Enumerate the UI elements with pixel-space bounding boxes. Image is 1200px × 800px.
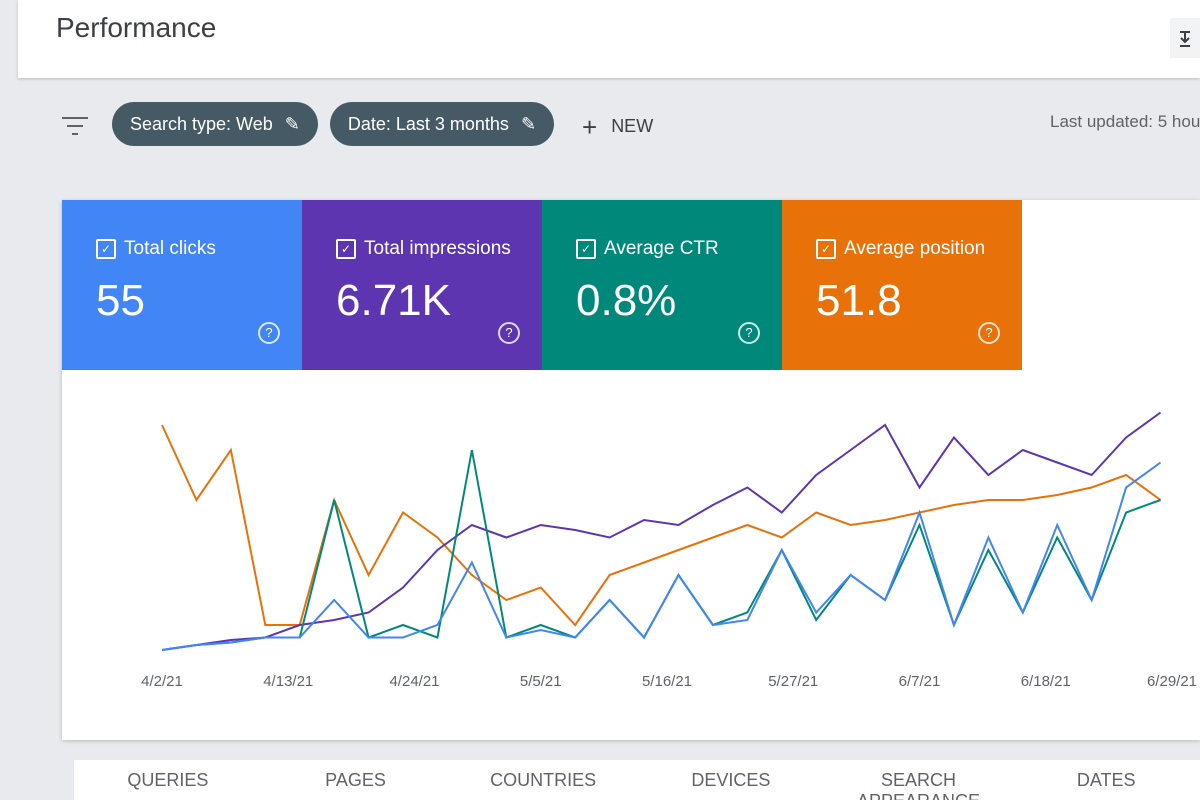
x-tick-label: 5/27/21 xyxy=(768,673,818,690)
checkbox: ✓ xyxy=(96,239,116,259)
checkbox: ✓ xyxy=(336,239,356,259)
scorecard[interactable]: ✓ Average position 51.8? xyxy=(782,200,1022,370)
x-tick-label: 6/7/21 xyxy=(899,673,941,690)
performance-card: 4/2/21 4/13/21 4/24/21 5/5/21 5/16/21 5/27/21… xyxy=(62,200,1200,740)
series-line xyxy=(161,449,1161,651)
checkbox: ✓ xyxy=(816,239,836,259)
scorecard-label: Average CTR xyxy=(604,238,719,259)
series-line xyxy=(161,411,1162,651)
scorecard[interactable]: ✓ Total impressions 6.71K? xyxy=(302,200,542,370)
page-title: Performance xyxy=(56,12,217,43)
tab[interactable]: SEARCH APPEARANCE xyxy=(857,770,980,800)
help-icon: ? xyxy=(738,322,760,344)
filter-icon[interactable] xyxy=(60,114,90,138)
filter-chip[interactable]: Search type: Web ✎ xyxy=(112,102,318,146)
x-tick-label: 4/2/21 xyxy=(141,673,183,690)
scorecard[interactable]: ✓ Total clicks 55? xyxy=(62,200,302,370)
chart: 4/2/21 4/13/21 4/24/21 5/5/21 5/16/21 5/27/21… xyxy=(141,411,1197,690)
x-tick-label: 5/16/21 xyxy=(642,673,692,690)
new-label: NEW xyxy=(611,116,654,136)
scorecard-label-row: ✓ Total impressions xyxy=(336,238,542,260)
tabs: QUERIES PAGES COUNTRIES DEVICES SEARCH APPEA… xyxy=(74,760,1200,800)
x-tick-label: 4/13/21 xyxy=(263,673,313,690)
edit-icon: ✎ xyxy=(520,114,537,134)
scorecard[interactable]: ✓ Average CTR 0.8%? xyxy=(542,200,782,370)
scorecard-value: 55 xyxy=(96,276,145,325)
x-tick-label: 6/29/21 xyxy=(1147,673,1197,690)
last-updated: Last updated: 5 hours ago xyxy=(1050,112,1200,131)
tab[interactable]: COUNTRIES xyxy=(490,770,597,790)
tab[interactable]: QUERIES xyxy=(127,770,209,790)
filter-bar: Search type: Web ✎ Date: Last 3 months ✎ + N… xyxy=(0,90,1200,170)
tab[interactable]: DEVICES xyxy=(691,770,771,790)
scorecard-label-row: ✓ Average CTR xyxy=(576,238,782,260)
scorecard-value: 6.71K xyxy=(336,276,451,325)
filter-chip[interactable]: Date: Last 3 months ✎ xyxy=(329,102,555,146)
plus-icon: + xyxy=(582,112,598,142)
scorecard-label: Total clicks xyxy=(124,238,216,259)
tab[interactable]: PAGES xyxy=(325,770,386,790)
download-icon xyxy=(1180,31,1190,47)
new-filter-button[interactable]: + NEW xyxy=(582,112,653,143)
scorecards: ✓ Total clicks 55? ✓ Total impressions 6.71K?… xyxy=(62,200,1022,370)
scorecard-label: Average position xyxy=(844,238,986,259)
scorecard-value: 0.8% xyxy=(576,276,677,325)
header: Performance xyxy=(18,0,1200,78)
x-tick-label: 5/5/21 xyxy=(520,673,562,690)
scorecard-label-row: ✓ Total clicks xyxy=(96,238,302,260)
help-icon: ? xyxy=(258,322,280,344)
series-line xyxy=(161,424,1162,627)
scorecard-label: Total impressions xyxy=(364,238,511,259)
help-icon: ? xyxy=(978,322,1000,344)
download-button[interactable] xyxy=(1170,18,1200,58)
chips: Search type: Web ✎ Date: Last 3 months ✎ xyxy=(112,102,566,146)
x-tick-label: 6/18/21 xyxy=(1021,673,1071,690)
checkbox: ✓ xyxy=(576,239,596,259)
scorecard-value: 51.8 xyxy=(816,276,902,325)
edit-icon: ✎ xyxy=(284,114,300,134)
scorecard-label-row: ✓ Average position xyxy=(816,238,1022,260)
help-icon: ? xyxy=(498,322,520,344)
x-tick-label: 4/24/21 xyxy=(389,673,439,690)
tab[interactable]: DATES xyxy=(1076,770,1136,790)
series-line xyxy=(161,461,1162,651)
